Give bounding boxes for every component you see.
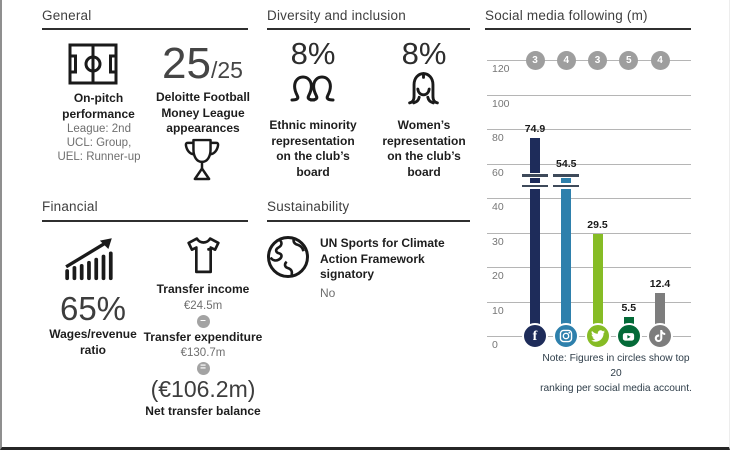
bar-value-tiktok: 12.4 — [649, 278, 671, 291]
equals-circle-icon: = — [196, 362, 210, 375]
y-axis-label: 10 — [492, 304, 504, 317]
dfml-appearances-label: Deloitte Football Money League appearanc… — [156, 90, 250, 135]
transfer-income-label: Transfer income — [156, 282, 250, 296]
chart-note-line2: ranking per social media account. — [540, 383, 692, 394]
transfer-expenditure-value: €130.7m — [180, 347, 226, 359]
y-axis-label: 30 — [492, 235, 504, 248]
tshirt-icon — [183, 234, 224, 277]
bar-value-youtube: 5.5 — [621, 302, 637, 315]
financial-divider — [42, 220, 248, 222]
net-transfer-balance-value: (€106.2m) — [150, 376, 256, 402]
uel-result: UEL: Runner-up — [57, 151, 141, 163]
social-section-title: Social media following (m) — [485, 8, 648, 23]
wages-revenue-percentage: 65% — [59, 290, 127, 327]
growth-chart-icon — [63, 234, 117, 281]
y-axis-label: 60 — [492, 166, 504, 179]
general-divider — [42, 28, 248, 30]
chart-gridline — [487, 267, 691, 268]
instagram-icon — [553, 323, 580, 349]
axis-break-mark — [553, 174, 580, 177]
general-section-title: General — [42, 8, 92, 23]
ethnic-minority-percentage: 8% — [290, 36, 336, 71]
axis-break-mark — [522, 184, 548, 188]
twitter-icon — [584, 323, 611, 349]
y-axis-label: 20 — [492, 270, 504, 282]
transfer-balance-block: Transfer income €24.5m – Transfer expend… — [128, 282, 278, 420]
chart-note-line1: Note: Figures in circles show top 20 — [542, 353, 690, 379]
bar-value-facebook: 74.9 — [524, 122, 546, 135]
bar-youtube — [623, 317, 634, 336]
sustainability-section-title: Sustainability — [267, 199, 350, 214]
on-pitch-performance-label: On-pitch performance — [62, 91, 135, 121]
y-axis-label: 80 — [492, 132, 504, 144]
social-divider — [485, 28, 691, 30]
minus-circle-icon: – — [196, 314, 210, 328]
bar-value-twitter: 29.5 — [587, 219, 608, 232]
dfml-appearances-total: /25 — [210, 57, 243, 83]
climate-framework-label: UN Sports for Climate Action Framework s… — [320, 236, 445, 281]
chart-gridline — [487, 60, 691, 61]
ranking-circle-instagram: 4 — [556, 50, 576, 70]
chart-gridline — [487, 336, 691, 337]
diversity-section-title: Diversity and inclusion — [267, 8, 406, 23]
chart-gridline — [487, 232, 691, 234]
y-axis-label: 0 — [492, 339, 498, 351]
sustainability-divider — [267, 220, 470, 222]
axis-break-mark — [522, 174, 548, 177]
chart-gridline — [487, 129, 691, 130]
facebook-icon: f — [522, 323, 548, 349]
ucl-result: UCL: Group, — [66, 137, 132, 149]
dfml-appearances-count: 25 — [162, 39, 211, 88]
chart-note: Note: Figures in circles show top 20 ran… — [536, 351, 696, 396]
league-result: League: 2nd — [67, 123, 131, 135]
transfer-expenditure-label: Transfer expenditure — [143, 329, 263, 344]
axis-break-bar-segment — [561, 178, 572, 184]
ranking-circle-youtube: 5 — [619, 50, 639, 70]
bar-instagram — [561, 172, 572, 336]
women-representation-percentage: 8% — [401, 36, 447, 71]
financial-section-title: Financial — [42, 199, 98, 214]
sustainability-block: UN Sports for Climate Action Framework s… — [320, 236, 480, 300]
ethnic-minority-label: Ethnic minority representation on the cl… — [269, 118, 357, 179]
chart-gridline — [487, 301, 691, 303]
women-representation-label: Women’s representation on the club’s boa… — [382, 118, 466, 179]
transfer-income-value: €24.5m — [183, 299, 223, 312]
ranking-circle-tiktok: 4 — [650, 50, 670, 70]
climate-framework-value: No — [320, 285, 336, 300]
people-icon — [290, 70, 337, 105]
tiktok-icon — [647, 323, 673, 349]
diversity-divider — [267, 28, 470, 30]
net-transfer-balance-label: Net transfer balance — [145, 404, 261, 418]
y-axis-label: 100 — [492, 97, 510, 110]
ranking-circle-facebook: 3 — [525, 50, 545, 70]
woman-icon — [406, 69, 441, 106]
chart-gridline — [487, 163, 691, 165]
youtube-icon — [615, 323, 642, 349]
chart-gridline — [487, 94, 691, 96]
globe-icon — [265, 234, 311, 280]
trophy-icon — [183, 137, 221, 183]
chart-gridline — [487, 198, 691, 199]
bar-value-instagram: 54.5 — [556, 157, 577, 170]
football-pitch-icon — [68, 43, 118, 85]
bar-twitter — [592, 234, 603, 336]
wages-revenue-label: Wages/revenue ratio — [49, 327, 137, 357]
axis-break-gap — [553, 172, 580, 189]
ranking-circle-twitter: 3 — [588, 50, 607, 70]
dfml-appearances-stat: 25 /25 — [162, 42, 243, 86]
axis-break-gap — [522, 172, 548, 189]
y-axis-label: 120 — [492, 63, 510, 75]
on-pitch-results: League: 2nd UCL: Group, UEL: Runner-up — [34, 122, 164, 164]
y-axis-label: 40 — [492, 201, 504, 213]
axis-break-bar-segment — [530, 178, 540, 184]
bar-facebook — [530, 137, 540, 336]
bar-tiktok — [655, 293, 665, 336]
axis-break-mark — [553, 184, 580, 188]
